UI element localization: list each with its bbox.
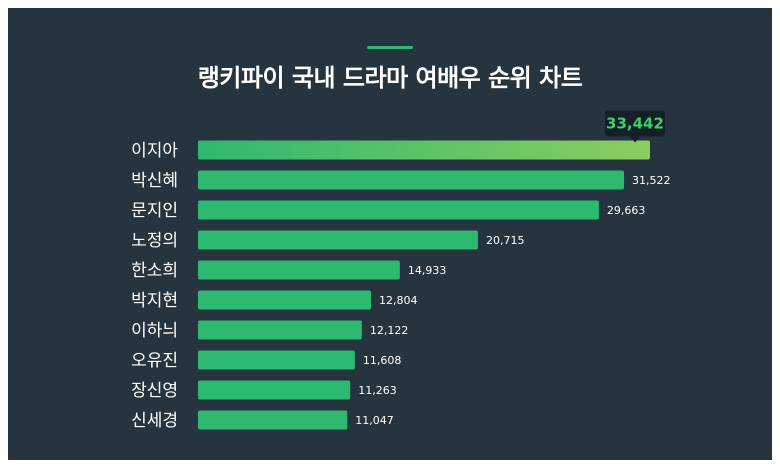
category-label: 오유진 xyxy=(131,351,178,371)
bar xyxy=(198,380,351,400)
category-label: 박지현 xyxy=(131,291,178,311)
category-label: 이하늬 xyxy=(131,321,178,341)
bar xyxy=(198,410,348,430)
bar xyxy=(198,260,400,280)
title-accent-line xyxy=(367,46,413,49)
bar xyxy=(198,170,625,190)
top-value-tooltip: 33,442 xyxy=(605,110,665,143)
value-label: 11,047 xyxy=(355,414,394,427)
tooltip-box xyxy=(605,110,665,137)
bar xyxy=(198,320,362,340)
value-label: 11,608 xyxy=(363,354,402,367)
value-label: 29,663 xyxy=(607,204,646,217)
bar xyxy=(198,290,372,310)
chart-title: 랭키파이 국내 드라마 여배우 순위 차트 xyxy=(197,64,583,92)
value-label: 20,715 xyxy=(486,234,525,247)
category-label: 이지아 xyxy=(131,141,178,161)
tooltip-pointer xyxy=(630,136,640,143)
value-label: 31,522 xyxy=(632,174,671,187)
value-label: 14,933 xyxy=(408,264,447,277)
category-label: 문지인 xyxy=(131,201,178,221)
value-label: 12,122 xyxy=(370,324,409,337)
category-label: 노정의 xyxy=(131,231,178,251)
bar xyxy=(198,200,599,220)
bar xyxy=(198,140,650,160)
bar xyxy=(198,350,355,370)
category-label: 신세경 xyxy=(131,411,178,431)
value-label: 11,263 xyxy=(358,384,397,397)
value-label: 33,442 xyxy=(606,115,664,133)
category-label: 박신혜 xyxy=(131,171,178,191)
category-label: 장신영 xyxy=(131,381,178,401)
category-label: 한소희 xyxy=(131,261,178,281)
bar xyxy=(198,230,478,250)
value-label: 12,804 xyxy=(379,294,418,307)
